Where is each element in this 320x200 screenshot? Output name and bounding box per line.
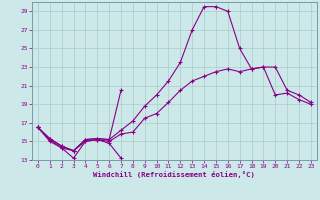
X-axis label: Windchill (Refroidissement éolien,°C): Windchill (Refroidissement éolien,°C) — [93, 171, 255, 178]
